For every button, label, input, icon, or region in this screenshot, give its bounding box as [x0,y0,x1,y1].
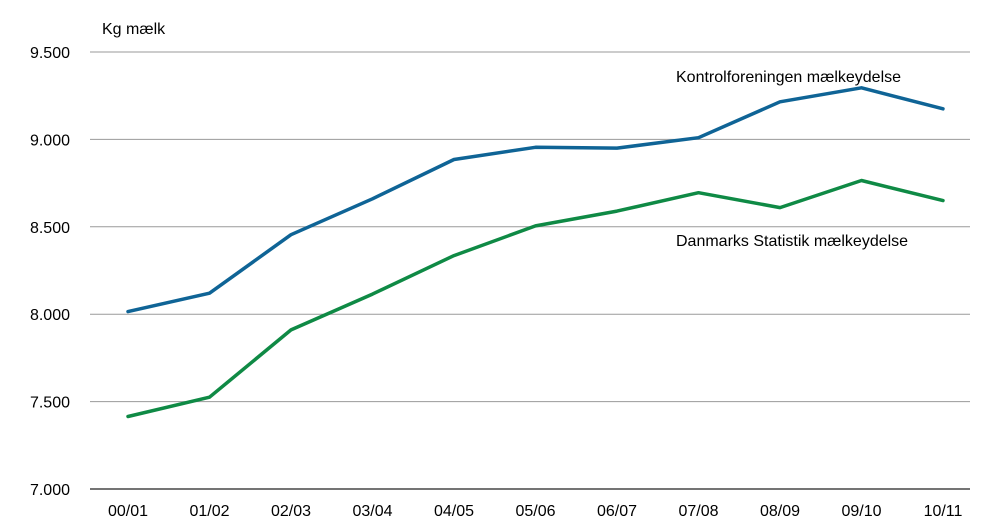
x-tick-label: 06/07 [597,503,637,520]
y-tick-label: 7.000 [30,482,70,499]
y-tick-label: 9.000 [30,132,70,149]
gridlines [90,51,970,490]
x-tick-label: 03/04 [352,503,392,520]
x-axis-ticks: 00/01 01/02 02/03 03/04 04/05 05/06 06/07 07/08… [108,503,963,520]
y-tick-label: 7.500 [30,395,70,412]
x-tick-label: 08/09 [760,503,800,520]
x-tick-label: 05/06 [515,503,555,520]
x-tick-label: 04/05 [434,503,474,520]
y-axis-ticks: 7.000 7.500 8.000 8.500 9.000 9.500 [30,45,70,499]
x-tick-label: 02/03 [271,503,311,520]
x-tick-label: 00/01 [108,503,148,520]
x-tick-label: 07/08 [678,503,718,520]
y-axis-label: Kg mælk [102,21,166,38]
legend-label-kontrolforeningen: Kontrolforeningen mælkeydelse [676,69,901,86]
series-line-danmarks-statistik [126,178,945,419]
legend-label-danmarks-statistik: Danmarks Statistik mælkeydelse [676,233,908,250]
y-tick-label: 8.000 [30,307,70,324]
y-tick-label: 8.500 [30,220,70,237]
series-lines [126,86,945,419]
x-tick-label: 01/02 [189,503,229,520]
y-tick-label: 9.500 [30,45,70,62]
x-tick-label: 09/10 [841,503,881,520]
x-tick-label: 10/11 [924,503,963,520]
series-line-kontrolforeningen [126,86,945,314]
